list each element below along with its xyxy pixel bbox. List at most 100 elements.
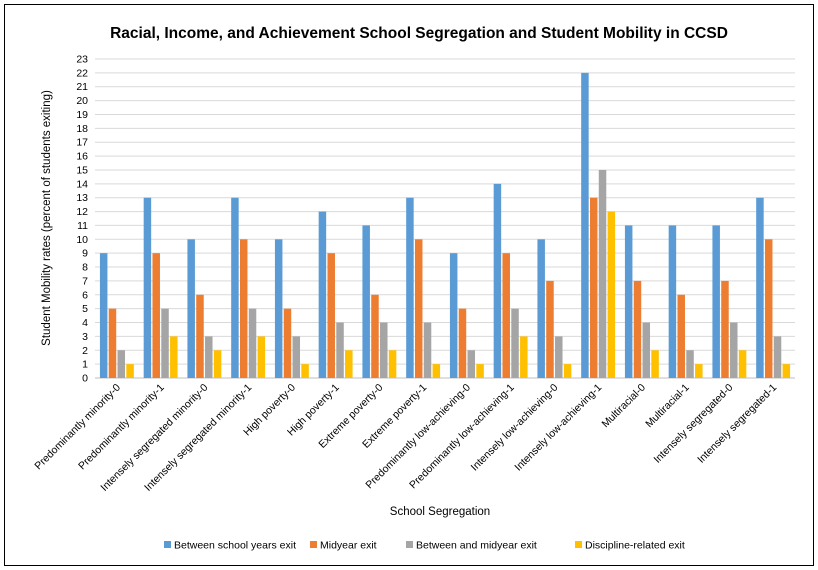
- bar: [283, 308, 292, 378]
- bar: [668, 225, 677, 378]
- bar: [520, 336, 528, 378]
- bar: [318, 211, 327, 378]
- legend-label: Between and midyear exit: [416, 540, 537, 552]
- legend-swatch: [406, 541, 413, 548]
- bar: [695, 364, 703, 378]
- y-tick-label: 17: [76, 137, 88, 149]
- bar: [143, 197, 152, 378]
- chart-title: Racial, Income, and Achievement School S…: [110, 25, 728, 42]
- bars: [99, 72, 791, 378]
- x-category-label: Intensely low-achieving-1: [512, 382, 604, 474]
- bar: [563, 364, 572, 378]
- y-tick-label: 18: [76, 123, 88, 135]
- bar: [624, 225, 633, 378]
- bar: [257, 336, 266, 378]
- bar: [423, 322, 432, 378]
- y-tick-label: 9: [82, 248, 88, 260]
- x-category-label: Predominantly minority-0: [32, 382, 123, 473]
- bar: [651, 350, 659, 378]
- bar: [239, 239, 248, 378]
- bar: [108, 308, 117, 378]
- bar: [686, 350, 694, 378]
- x-category-label: Predominantly minority-1: [76, 382, 167, 473]
- bar: [773, 336, 782, 378]
- y-tick-label: 15: [76, 164, 88, 176]
- bar: [196, 294, 204, 378]
- legend-swatch: [164, 541, 171, 548]
- bar: [152, 253, 160, 378]
- bar: [406, 197, 414, 378]
- bar: [633, 280, 642, 378]
- y-tick-label: 7: [82, 275, 88, 287]
- bar: [126, 364, 134, 378]
- bar: [117, 350, 126, 378]
- y-tick-label: 23: [76, 54, 88, 66]
- bar: [345, 350, 353, 378]
- bar: [231, 197, 239, 378]
- legend-swatch: [310, 541, 317, 548]
- x-category-label: Multiracial-0: [599, 382, 648, 431]
- bar: [432, 364, 441, 378]
- legend: Between school years exit Midyear exit Bet…: [164, 540, 685, 552]
- legend-label: Between school years exit: [174, 540, 296, 552]
- bar: [581, 72, 589, 378]
- y-tick-label: 19: [76, 109, 88, 121]
- bar: [301, 364, 309, 378]
- y-tick-label: 5: [82, 303, 88, 315]
- bar: [458, 308, 467, 378]
- bar: [782, 364, 791, 378]
- bar: [537, 239, 545, 378]
- y-axis-title: Student Mobility rates (percent of stude…: [41, 90, 53, 346]
- y-tick-label: 0: [82, 373, 88, 385]
- bar: [371, 294, 379, 378]
- bar: [607, 211, 616, 378]
- bar: [738, 350, 747, 378]
- bar: [764, 239, 773, 378]
- bar: [449, 253, 458, 378]
- bar: [161, 308, 169, 378]
- bar: [642, 322, 651, 378]
- y-tick-label: 20: [76, 95, 88, 107]
- y-tick-label: 11: [77, 220, 88, 232]
- x-category-label: Intensely segregated-1: [695, 382, 779, 466]
- y-tick-label: 3: [82, 331, 88, 343]
- bar: [248, 308, 257, 378]
- bar: [502, 253, 510, 378]
- y-tick-label: 1: [82, 359, 88, 371]
- y-tick-label: 13: [76, 192, 88, 204]
- x-category-label: Intensely low-achieving-0: [469, 382, 561, 474]
- bar: [170, 336, 178, 378]
- y-tick-label: 22: [76, 67, 88, 79]
- legend-label: Midyear exit: [320, 540, 377, 552]
- bar: [467, 350, 476, 378]
- bar: [187, 239, 195, 378]
- bar: [388, 350, 397, 378]
- bar: [730, 322, 738, 378]
- bar: [292, 336, 301, 378]
- y-tick-label: 14: [76, 178, 88, 190]
- bar: [336, 322, 344, 378]
- y-tick-label: 4: [82, 317, 88, 329]
- bar: [721, 280, 729, 378]
- bar: [213, 350, 222, 378]
- bar: [414, 239, 423, 378]
- x-axis-title: School Segregation: [390, 506, 490, 518]
- bar: [712, 225, 720, 378]
- bar: [555, 336, 563, 378]
- bar: [756, 197, 764, 378]
- y-tick-label: 8: [82, 262, 88, 274]
- bar: [511, 308, 519, 378]
- legend-label: Discipline-related exit: [585, 540, 685, 552]
- bar: [380, 322, 388, 378]
- y-tick-label: 16: [76, 151, 88, 163]
- y-tick-label: 6: [82, 289, 88, 301]
- bar: [327, 253, 335, 378]
- bar: [205, 336, 213, 378]
- legend-swatch: [575, 541, 582, 548]
- bar: [589, 197, 598, 378]
- bar: [99, 253, 108, 378]
- bar: [546, 280, 554, 378]
